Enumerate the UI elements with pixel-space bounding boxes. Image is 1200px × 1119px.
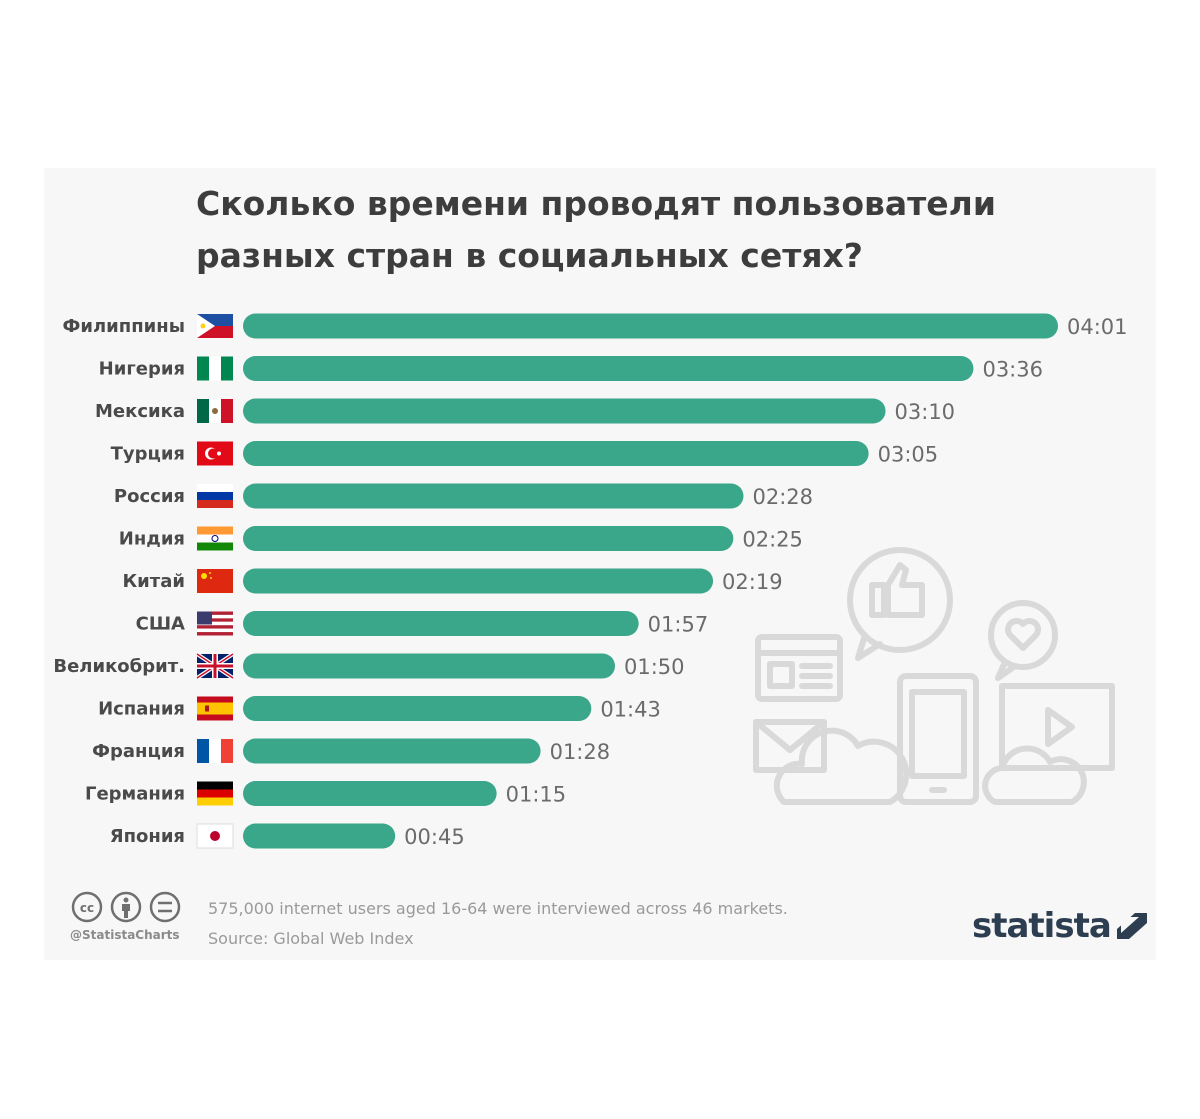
flag-mexico-icon <box>197 399 233 423</box>
flag-usa-icon <box>197 611 233 636</box>
bar <box>243 696 592 721</box>
statista-handle: @StatistaCharts <box>70 928 180 942</box>
value-label: 02:19 <box>722 570 783 594</box>
no-derivatives-icon <box>149 891 181 923</box>
category-label: Германия <box>85 784 185 805</box>
bar-row: Индия 02:25 <box>119 526 803 552</box>
statista-logo-text: statista <box>972 906 1112 946</box>
value-label: 03:10 <box>895 400 956 424</box>
value-label: 01:15 <box>506 783 567 807</box>
flag-nigeria-icon <box>197 356 233 381</box>
flag-spain-icon <box>197 696 233 721</box>
category-label: Китай <box>122 571 185 592</box>
flag-france-icon <box>197 739 233 763</box>
bar-row: Филиппины 04:01 <box>63 313 1128 339</box>
heart-icon <box>988 600 1058 681</box>
category-label: Великобрит. <box>53 656 185 677</box>
statista-logo-icon <box>1116 913 1147 939</box>
statista-logo: statista <box>972 906 1147 946</box>
svg-text:cc: cc <box>80 901 94 915</box>
bar-row: Турция 03:05 <box>111 441 939 467</box>
bar-row: США 01:57 <box>136 611 709 637</box>
value-label: 01:43 <box>600 698 661 722</box>
flag-japan-icon <box>196 823 234 849</box>
thumbs-up-icon <box>847 547 953 661</box>
category-label: США <box>136 614 185 635</box>
category-label: Франция <box>92 741 185 762</box>
category-label: Испания <box>98 699 185 720</box>
browser-window-icon <box>755 634 843 702</box>
flag-philippines-icon <box>197 314 233 338</box>
source-note: Source: Global Web Index <box>208 929 414 948</box>
bar <box>243 483 744 509</box>
bar <box>243 356 974 381</box>
bar <box>243 738 541 764</box>
flag-russia-icon <box>197 484 233 508</box>
category-label: Нигерия <box>99 359 185 380</box>
bar <box>243 653 615 679</box>
flag-china-icon <box>197 569 233 593</box>
value-label: 02:25 <box>742 528 803 552</box>
category-label: Филиппины <box>63 316 185 337</box>
value-label: 01:57 <box>648 613 709 637</box>
bar-row: Нигерия 03:36 <box>99 356 1043 382</box>
bar <box>243 568 714 594</box>
flag-germany-icon <box>197 781 233 806</box>
tablet-icon <box>897 673 979 805</box>
bar-row: Япония 00:45 <box>110 823 465 849</box>
cloud-icon <box>773 727 910 805</box>
bar-row: Россия 02:28 <box>114 483 813 509</box>
bar <box>243 398 886 424</box>
bar-row: Мексика 03:10 <box>95 398 956 424</box>
value-label: 01:28 <box>550 740 611 764</box>
flag-uk-icon <box>195 652 235 680</box>
bar <box>243 781 497 806</box>
value-label: 00:45 <box>404 825 465 849</box>
flag-india-icon <box>197 526 233 551</box>
bar-row: Великобрит. 01:50 <box>53 652 685 680</box>
survey-note: 575,000 internet users aged 16-64 were i… <box>208 899 788 918</box>
value-label: 02:28 <box>752 485 813 509</box>
bar-row: Франция 01:28 <box>92 738 611 764</box>
category-label: Индия <box>119 529 185 550</box>
cc-icon: cc <box>71 891 103 923</box>
value-label: 03:05 <box>878 443 939 467</box>
bar-row: Германия 01:15 <box>85 781 566 807</box>
cloud-icon <box>982 745 1087 805</box>
footer-note: 575,000 internet users aged 16-64 were i… <box>208 894 788 954</box>
envelope-icon <box>753 719 827 773</box>
license-icons: cc <box>71 891 181 923</box>
bar <box>243 313 1058 339</box>
social-media-illustration <box>753 547 1115 805</box>
value-label: 01:50 <box>624 655 685 679</box>
chart-title: Сколько времени проводят пользователи ра… <box>196 184 996 275</box>
category-label: Мексика <box>95 401 185 422</box>
bar <box>243 611 639 636</box>
value-label: 04:01 <box>1067 315 1128 339</box>
bar-row: Испания 01:43 <box>98 696 661 722</box>
bar <box>243 526 734 551</box>
value-label: 03:36 <box>982 358 1043 382</box>
bar <box>243 441 869 466</box>
attribution-icon <box>110 891 142 923</box>
bar-row: Китай 02:19 <box>122 568 783 594</box>
flag-turkey-icon <box>197 441 233 466</box>
bar <box>243 823 396 849</box>
video-player-icon <box>999 683 1115 771</box>
category-label: Турция <box>111 444 185 465</box>
category-label: Япония <box>110 826 185 847</box>
category-label: Россия <box>114 486 185 507</box>
